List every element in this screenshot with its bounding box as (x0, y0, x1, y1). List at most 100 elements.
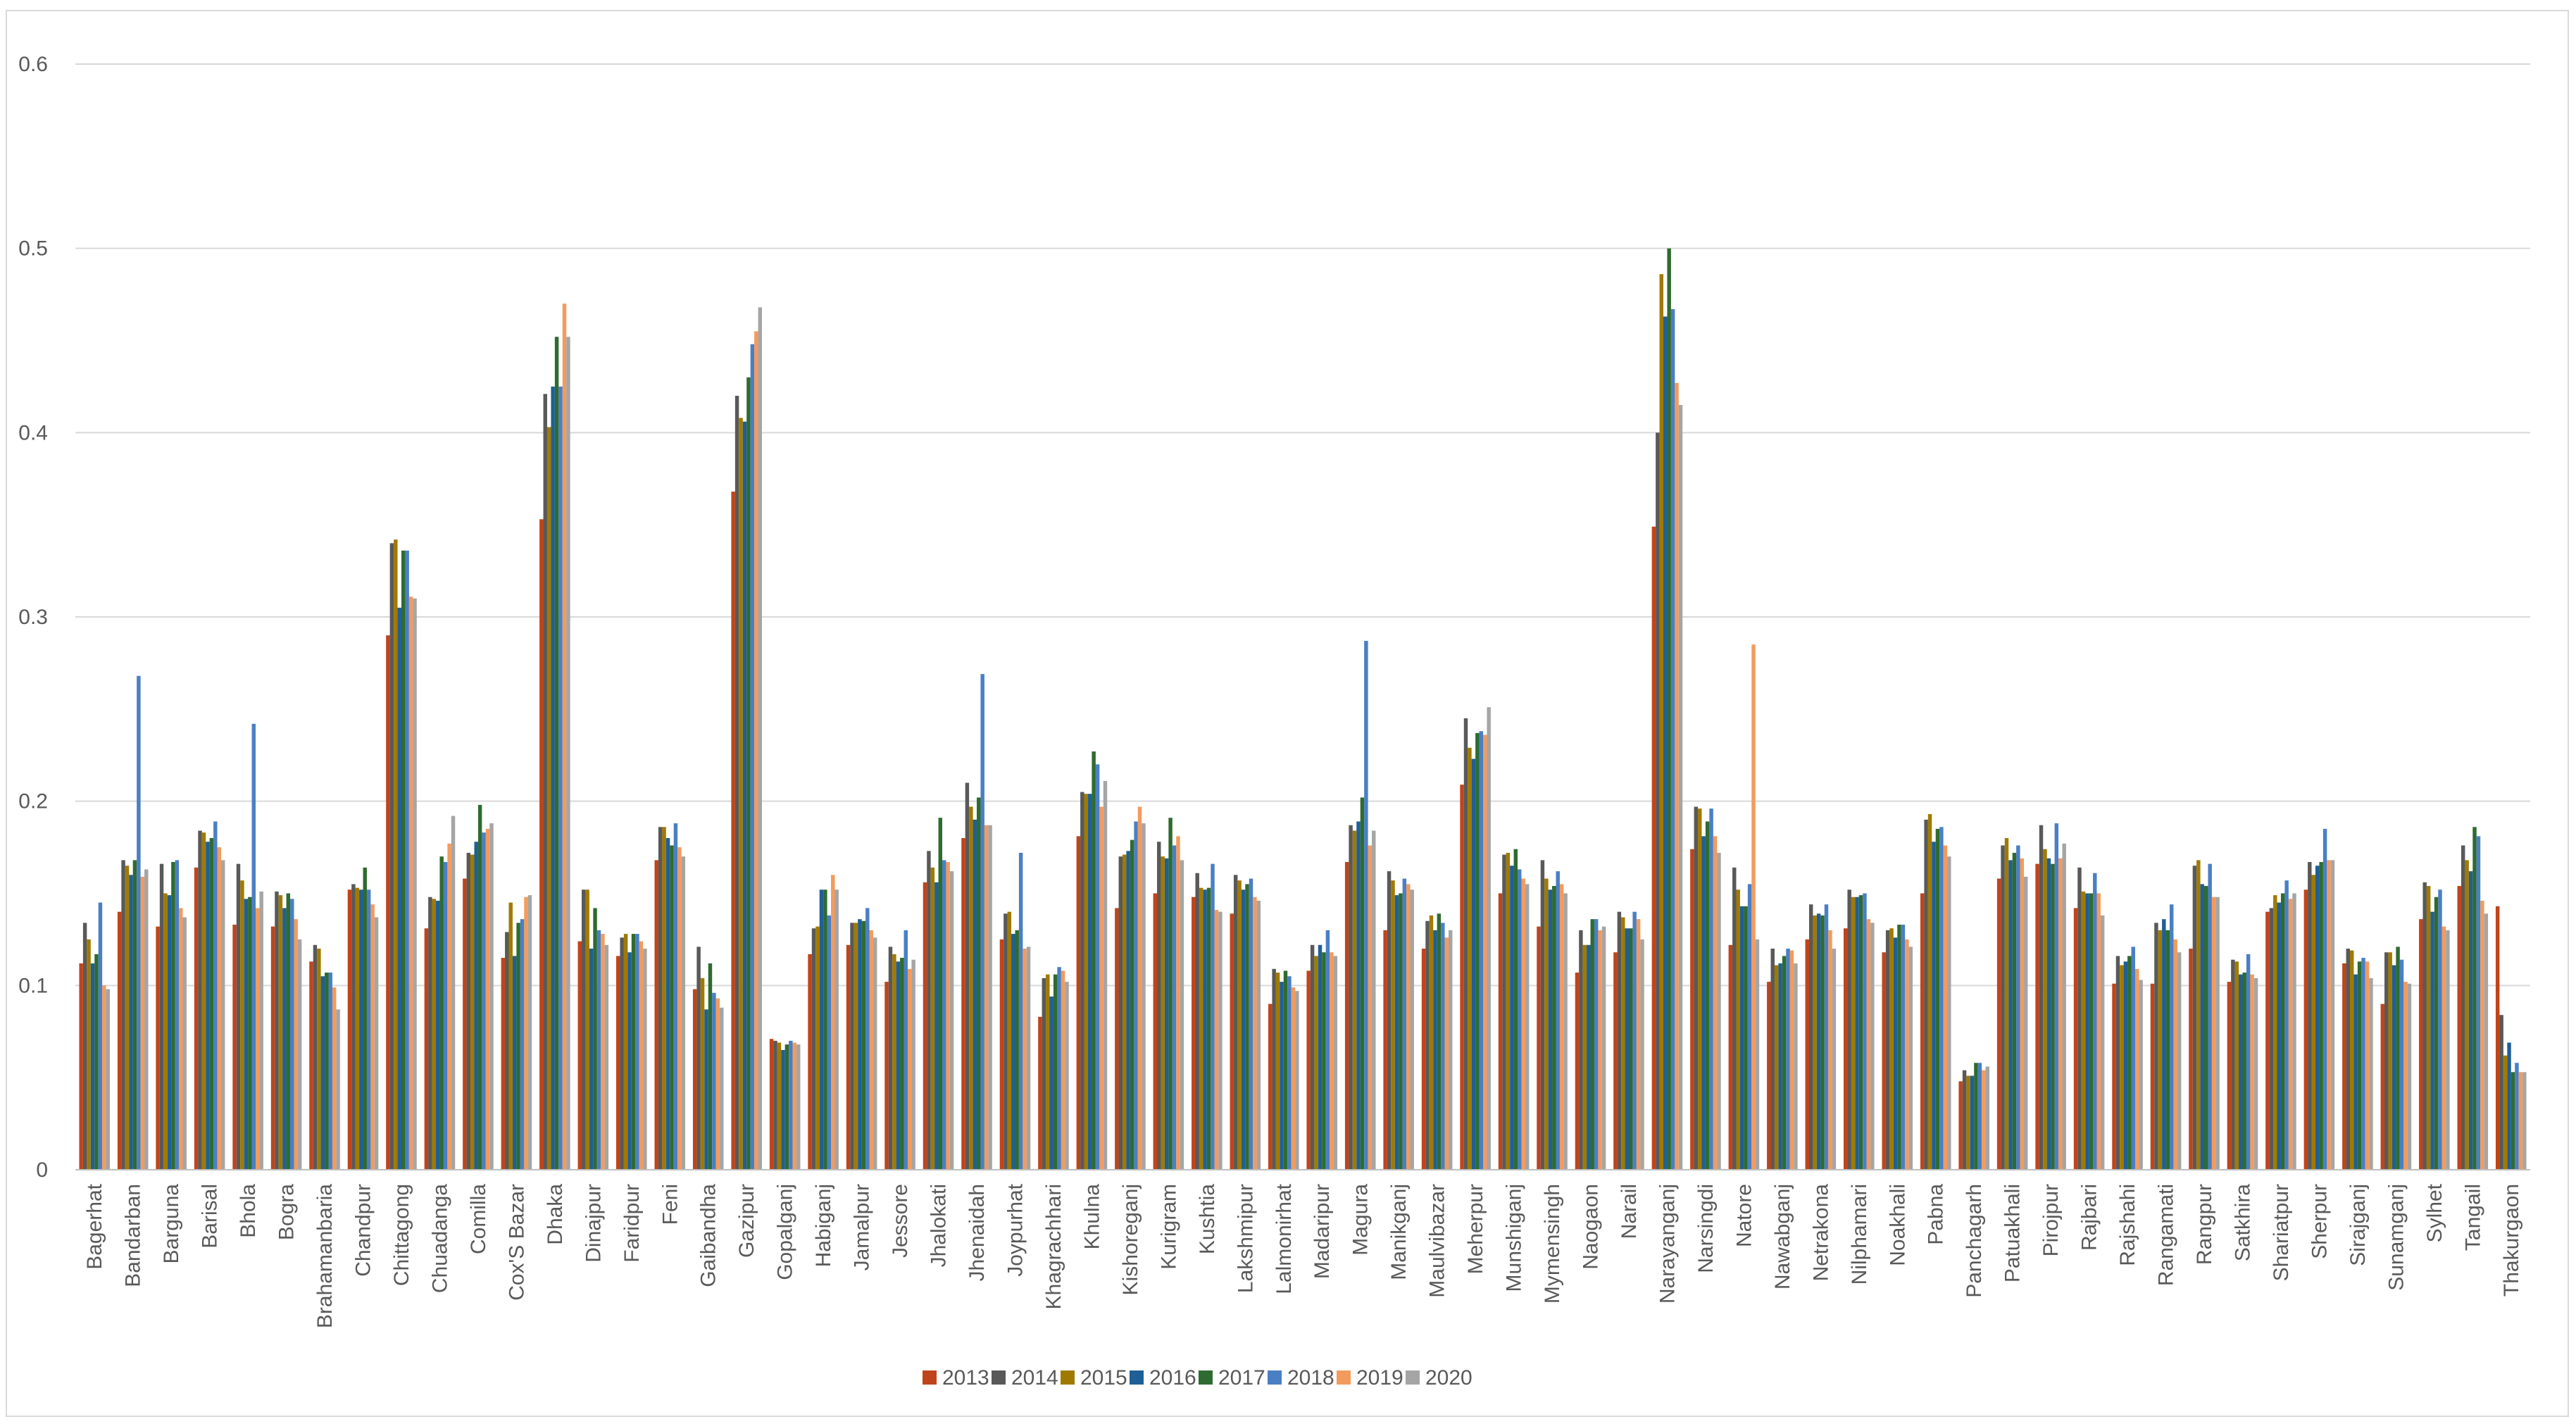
bar-2015 (585, 889, 589, 1170)
bar-2020 (720, 1007, 724, 1170)
bar-2016 (781, 1049, 785, 1170)
bar-2017 (631, 934, 636, 1170)
bar-2014 (198, 830, 202, 1170)
bar-2018 (904, 930, 908, 1170)
y-axis-ticks: 0 0.1 0.2 0.3 0.4 0.5 0.6 (18, 53, 48, 1182)
bar-2018 (2476, 836, 2481, 1170)
bar-2015 (1122, 854, 1127, 1170)
bar-2017 (2472, 827, 2477, 1170)
x-tick-label: Sylhet (2423, 1183, 2446, 1242)
x-tick-label: Kurigram (1157, 1184, 1180, 1270)
bar-2014 (1502, 854, 1506, 1170)
x-tick-label: Barguna (160, 1184, 183, 1264)
bar-2018 (1095, 764, 1100, 1170)
bar-2020 (1601, 926, 1606, 1170)
bar-2014 (236, 863, 241, 1170)
bar-2018 (1018, 852, 1023, 1170)
x-tick-label: Panchagarh (1963, 1184, 1986, 1298)
bar-2015 (2081, 891, 2086, 1170)
bar-2013 (961, 838, 965, 1170)
bar-2013 (1651, 526, 1656, 1170)
bar-2015 (394, 539, 398, 1170)
x-tick-label: Narail (1618, 1184, 1641, 1239)
bar-2019 (2327, 860, 2331, 1170)
bar-2013 (1844, 928, 1848, 1170)
x-tick-label: Rangpur (2193, 1184, 2216, 1265)
bar-2019 (1444, 937, 1449, 1170)
bar-2017 (209, 838, 214, 1170)
bar-2020 (1487, 707, 1491, 1170)
x-tick-label: Habiganj (812, 1184, 835, 1267)
bar-2014 (1425, 920, 1430, 1170)
bar-2020 (527, 895, 532, 1170)
bar-2018 (290, 899, 294, 1170)
bar-2015 (1698, 808, 1702, 1170)
bar-2015 (1851, 897, 1856, 1170)
bar-2017 (593, 908, 597, 1170)
bar-2013 (1996, 878, 2001, 1170)
bar-2018 (596, 930, 601, 1170)
bar-2014 (389, 543, 394, 1170)
bar-2015 (1237, 880, 1242, 1170)
bar-2013 (884, 982, 889, 1170)
bar-2015 (201, 832, 206, 1170)
bar-2015 (969, 806, 973, 1170)
bar-2014 (121, 860, 125, 1170)
bar-2019 (946, 862, 950, 1170)
bar-2018 (1364, 641, 1368, 1170)
bar-2016 (1855, 897, 1859, 1170)
bar-2013 (2189, 949, 2193, 1170)
y-tick-label: 0.5 (18, 237, 48, 261)
bar-2017 (1399, 893, 1403, 1170)
bar-2014 (1885, 930, 1890, 1170)
bar-2013 (2227, 982, 2232, 1170)
x-tick-label: Jessore (889, 1184, 912, 1258)
bar-2013 (2265, 911, 2270, 1170)
bar-2019 (408, 597, 413, 1170)
bar-2019 (2020, 858, 2025, 1170)
bar-2017 (1437, 913, 1442, 1170)
legend-swatch (1268, 1370, 1282, 1385)
bar-2017 (1744, 906, 1748, 1170)
bar-2019 (447, 843, 451, 1170)
bar-2019 (2403, 982, 2408, 1170)
bar-2015 (2043, 849, 2047, 1170)
bar-2013 (501, 958, 506, 1170)
x-tick-label: Dhaka (544, 1184, 567, 1245)
bar-2013 (1882, 952, 1886, 1170)
bar-2015 (1736, 889, 1740, 1170)
bar-2019 (2096, 893, 2101, 1170)
x-tick-label: Satkhira (2231, 1184, 2254, 1261)
bar-2015 (1084, 794, 1088, 1170)
bar-2020 (2369, 978, 2373, 1170)
bar-2014 (1463, 718, 1468, 1170)
bar-2015 (1966, 1075, 1970, 1170)
bar-2013 (2112, 983, 2116, 1170)
bar-2019 (2480, 900, 2484, 1170)
legend-label: 2019 (1356, 1366, 1403, 1389)
bar-2017 (2165, 930, 2170, 1170)
bar-2018 (1786, 949, 1790, 1170)
bar-2014 (2461, 845, 2465, 1170)
bar-2016 (1087, 794, 1092, 1170)
bar-2019 (1598, 930, 1602, 1170)
bar-2017 (1168, 818, 1173, 1170)
bar-2017 (1667, 248, 1671, 1170)
bar-2013 (1344, 862, 1349, 1170)
x-tick-label: Narsingdi (1694, 1184, 1718, 1273)
bar-2016 (1932, 842, 1936, 1170)
bar-2014 (2001, 845, 2005, 1170)
bar-2018 (2322, 828, 2327, 1170)
x-tick-label: Gaibandha (697, 1184, 720, 1287)
bar-2017 (938, 818, 942, 1170)
bar-2015 (2503, 1055, 2508, 1170)
bar-2018 (366, 889, 371, 1170)
x-tick-label: Bogra (275, 1184, 299, 1240)
x-tick-label: Patuakhali (2001, 1184, 2025, 1282)
bar-2015 (623, 934, 628, 1170)
bar-2017 (1245, 884, 1249, 1170)
x-tick-label: Noakhali (1886, 1184, 1909, 1266)
bar-2020 (1755, 939, 1760, 1170)
bar-2017 (2511, 1072, 2515, 1170)
bar-2014 (1310, 944, 1315, 1170)
